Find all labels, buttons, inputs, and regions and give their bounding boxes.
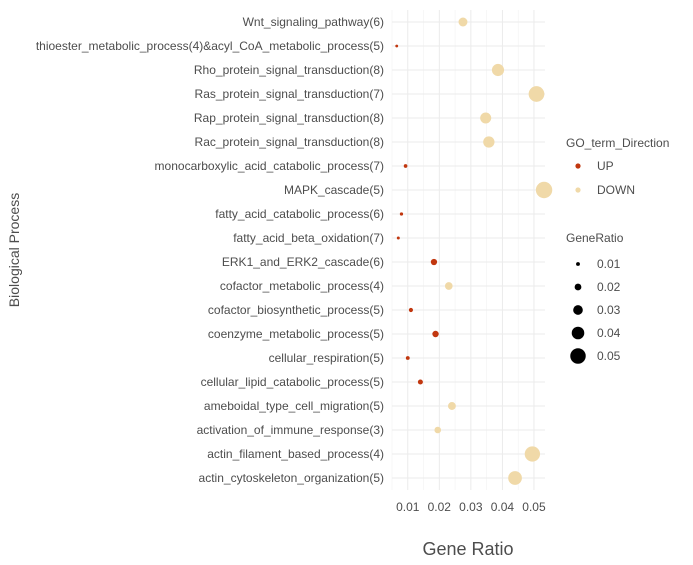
size-legend-key — [571, 326, 585, 340]
data-point — [403, 164, 408, 168]
data-point — [458, 17, 468, 27]
legend-key-up — [575, 163, 581, 169]
y-tick-label: Ras_protein_signal_transduction(7) — [195, 87, 384, 101]
y-axis-title: Biological Process — [6, 193, 22, 307]
x-tick-label: 0.02 — [428, 500, 452, 514]
data-point — [444, 282, 453, 290]
color-legend-title: GO_term_Direction — [566, 136, 669, 150]
data-point — [535, 181, 553, 199]
size-legend-label: 0.02 — [597, 280, 621, 294]
y-axis-category-labels: Wnt_signaling_pathway(6) thioester_metabo… — [36, 15, 384, 485]
y-tick-label: Wnt_signaling_pathway(6) — [243, 15, 384, 29]
grid-lines — [391, 10, 545, 490]
legend-key-down — [575, 187, 581, 193]
data-point — [528, 86, 545, 102]
y-tick-label: Rho_protein_signal_transduction(8) — [194, 63, 384, 77]
data-point — [432, 330, 439, 338]
data-point — [430, 258, 438, 266]
y-tick-label: cellular_respiration(5) — [269, 351, 384, 365]
size-legend-label: 0.05 — [597, 349, 621, 363]
y-tick-label: Rac_protein_signal_transduction(8) — [195, 135, 384, 149]
x-axis-title: Gene Ratio — [422, 539, 513, 559]
y-tick-label: coenzyme_metabolic_process(5) — [208, 327, 384, 341]
y-tick-label: fatty_acid_beta_oxidation(7) — [233, 231, 384, 245]
y-tick-label: MAPK_cascade(5) — [284, 183, 384, 197]
x-tick-label: 0.03 — [459, 500, 483, 514]
color-legend: GO_term_Direction UP DOWN — [566, 136, 669, 197]
data-point — [396, 236, 400, 240]
size-legend-label: 0.04 — [597, 326, 621, 340]
x-tick-label: 0.05 — [522, 500, 546, 514]
data-point — [480, 112, 492, 124]
y-tick-label: cofactor_biosynthetic_process(5) — [208, 303, 384, 317]
y-tick-label: fatty_acid_catabolic_process(6) — [215, 207, 384, 221]
data-point — [399, 212, 404, 216]
size-legend-key — [573, 305, 583, 315]
y-tick-label: ERK1_and_ERK2_cascade(6) — [222, 255, 384, 269]
size-legend-key — [570, 348, 586, 364]
size-legend-key — [576, 262, 580, 266]
data-point — [508, 471, 522, 485]
x-axis-tick-labels: 0.01 0.02 0.03 0.04 0.05 — [396, 500, 546, 514]
y-tick-label: monocarboxylic_acid_catabolic_process(7) — [155, 159, 384, 173]
size-legend-label: 0.03 — [597, 303, 621, 317]
size-legend-title: GeneRatio — [566, 231, 624, 245]
data-point — [405, 356, 410, 360]
data-points — [395, 17, 553, 485]
data-point — [524, 446, 541, 462]
y-tick-label: actin_cytoskeleton_organization(5) — [199, 471, 384, 485]
y-tick-label: cofactor_metabolic_process(4) — [220, 279, 384, 293]
size-legend-label: 0.01 — [597, 257, 621, 271]
data-point — [483, 136, 495, 148]
y-tick-label: Rap_protein_signal_transduction(8) — [194, 111, 384, 125]
data-point — [395, 44, 399, 48]
legend-label-up: UP — [597, 159, 614, 173]
y-tick-label: thioester_metabolic_process(4)&acyl_CoA_… — [36, 39, 384, 53]
data-point — [447, 402, 456, 410]
data-point — [408, 307, 413, 313]
data-point — [434, 426, 442, 434]
size-legend: GeneRatio 0.01 0.02 0.03 0.04 0.05 — [566, 231, 624, 364]
legend-label-down: DOWN — [597, 183, 635, 197]
y-tick-label: activation_of_immune_response(3) — [197, 423, 384, 437]
y-tick-label: cellular_lipid_catabolic_process(5) — [201, 375, 384, 389]
x-tick-label: 0.01 — [396, 500, 420, 514]
data-point — [491, 63, 505, 77]
size-legend-key — [574, 283, 582, 291]
y-tick-label: actin_filament_based_process(4) — [207, 447, 384, 461]
y-tick-label: ameboidal_type_cell_migration(5) — [204, 399, 384, 413]
x-tick-label: 0.04 — [491, 500, 515, 514]
data-point — [417, 379, 423, 385]
